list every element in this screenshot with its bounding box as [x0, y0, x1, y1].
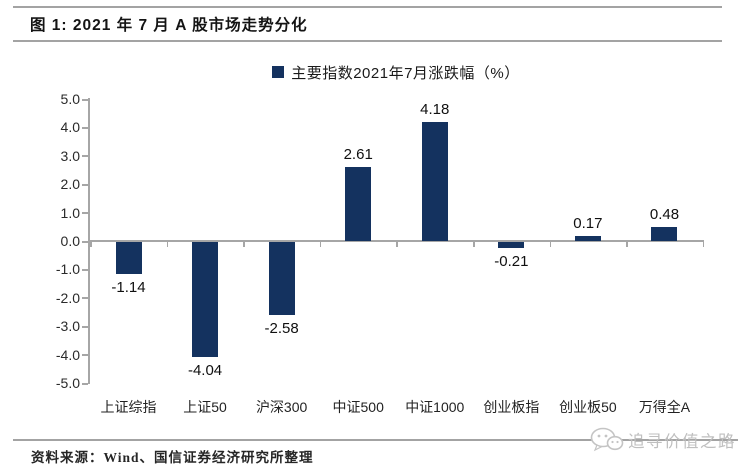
x-axis-tick — [626, 242, 628, 247]
y-axis-tick — [82, 382, 88, 385]
watermark: 追寻价值之路 — [590, 427, 736, 453]
bar-value-label: 2.61 — [343, 145, 373, 163]
bar-中证500 — [345, 166, 372, 241]
y-tick-label: -4.0 — [55, 346, 80, 363]
y-tick-label: 1.0 — [60, 204, 80, 221]
figure-top-rule — [13, 6, 722, 8]
bar-value-label: 0.17 — [573, 215, 603, 233]
x-axis-tick — [90, 242, 92, 247]
y-tick-label: 5.0 — [60, 91, 80, 107]
figure-title: 图 1: 2021 年 7 月 A 股市场走势分化 — [30, 17, 308, 34]
x-category-label: 上证50 — [183, 399, 227, 415]
bar-value-label: 4.18 — [420, 101, 450, 119]
legend-label: 主要指数2021年7月涨跌幅（%） — [291, 64, 520, 82]
wechat-chat-bubbles-icon — [590, 427, 624, 452]
x-axis-tick — [473, 242, 475, 247]
y-axis-tick — [82, 354, 88, 357]
y-tick-label: 0.0 — [60, 233, 80, 249]
y-axis-tick — [82, 297, 88, 300]
y-axis-tick — [82, 183, 88, 186]
bar-中证1000 — [421, 122, 448, 241]
bar-沪深300 — [268, 242, 295, 316]
y-tick-label: 2.0 — [60, 176, 80, 193]
x-axis-tick — [702, 242, 705, 247]
source-note: 资料来源：Wind、国信证券经济研究所整理 — [31, 450, 314, 465]
bar-value-label: -1.14 — [111, 279, 146, 297]
bar-value-label: -4.04 — [187, 361, 223, 379]
y-axis-tick — [82, 126, 88, 129]
x-axis-tick — [166, 242, 169, 247]
bar-万得全A — [651, 227, 678, 241]
x-category-label: 创业板50 — [559, 399, 617, 415]
bar-创业板50 — [574, 236, 601, 241]
y-tick-label: -2.0 — [55, 289, 80, 306]
bar-上证50 — [192, 242, 219, 357]
x-axis-tick — [549, 242, 552, 247]
x-category-label: 创业板指 — [483, 399, 540, 415]
x-axis-tick — [396, 242, 398, 247]
y-axis-tick — [82, 268, 88, 271]
title-divider-rule — [13, 40, 722, 42]
y-tick-label: -5.0 — [55, 375, 80, 391]
bar-value-label: 0.48 — [649, 206, 680, 224]
bar-上证综指 — [115, 242, 142, 275]
bar-value-label: -2.58 — [264, 320, 299, 338]
figure-bottom-rule — [13, 439, 738, 441]
bar-创业板指 — [498, 242, 525, 248]
x-axis-tick — [243, 242, 245, 247]
y-tick-label: -1.0 — [55, 261, 80, 278]
x-category-label: 万得全A — [638, 399, 691, 415]
y-axis-tick — [82, 98, 88, 101]
bar-value-label: -0.21 — [494, 252, 529, 270]
x-axis-zero-line — [88, 240, 704, 242]
x-category-label: 中证500 — [332, 399, 384, 415]
x-category-label: 中证1000 — [405, 399, 465, 415]
y-axis-tick — [82, 155, 88, 158]
x-axis-tick — [319, 242, 322, 247]
y-axis-tick — [82, 212, 88, 215]
y-axis-tick — [82, 240, 88, 243]
y-axis-tick — [82, 325, 88, 328]
legend-swatch-icon — [272, 66, 285, 78]
chart-legend: 主要指数2021年7月涨跌幅（%） — [88, 61, 704, 83]
x-category-label: 沪深300 — [255, 399, 308, 415]
x-category-label: 上证综指 — [100, 399, 157, 415]
y-tick-label: 4.0 — [60, 119, 80, 136]
y-tick-label: 3.0 — [60, 147, 80, 164]
watermark-text: 追寻价值之路 — [628, 432, 736, 451]
y-tick-label: -3.0 — [55, 318, 80, 335]
